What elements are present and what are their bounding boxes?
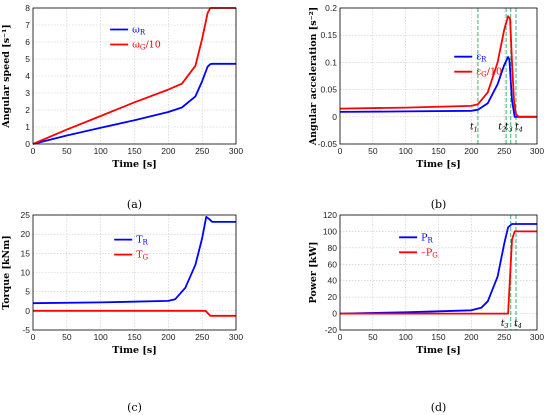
y-tick-label: 0.15 — [320, 30, 337, 40]
y-tick-label: 8 — [25, 3, 30, 13]
y-tick-label: 6 — [25, 37, 30, 47]
legend-entry: –PG — [421, 247, 438, 259]
series-line-r — [339, 223, 537, 315]
x-tick-label: 50 — [62, 332, 72, 342]
y-tick-label: 5 — [25, 54, 30, 64]
y-tick-label: 0 — [25, 139, 30, 149]
y-tick-label: 3 — [25, 88, 30, 98]
x-tick-label: 300 — [530, 332, 544, 342]
series-line-r — [32, 216, 236, 305]
event-label: t2 — [498, 123, 506, 134]
plot-frame — [32, 214, 237, 331]
y-axis-label: Power [kW] — [308, 241, 319, 303]
y-tick-label: 20 — [21, 229, 31, 239]
panel-label: (b) — [431, 198, 447, 211]
x-tick-label: 200 — [464, 146, 478, 156]
event-label: t4 — [515, 123, 523, 134]
x-tick-label: 50 — [368, 146, 378, 156]
x-tick-label: 100 — [94, 146, 108, 156]
y-axis-label: Angular speed [s⁻¹] — [1, 24, 12, 128]
x-tick-label: 250 — [497, 146, 511, 156]
y-tick-label: 4 — [25, 71, 30, 81]
y-tick-label: -20 — [325, 325, 338, 335]
y-tick-label: 10 — [21, 268, 31, 278]
x-tick-label: 250 — [195, 146, 209, 156]
x-tick-label: 0 — [338, 332, 343, 342]
x-tick-label: 300 — [530, 146, 544, 156]
x-tick-label: 200 — [161, 146, 175, 156]
y-tick-label: 1 — [25, 122, 30, 132]
x-tick-label: 0 — [338, 146, 343, 156]
x-tick-label: 100 — [94, 332, 108, 342]
panel-label: (c) — [127, 401, 142, 414]
x-tick-label: 50 — [368, 332, 378, 342]
y-tick-label: 60 — [328, 259, 338, 269]
event-label: t1 — [470, 123, 478, 134]
legend-entry: εG/10 — [476, 67, 502, 79]
y-axis-label: Torque [kNm] — [1, 235, 12, 310]
x-tick-label: 300 — [229, 146, 243, 156]
y-tick-label: 25 — [21, 210, 31, 220]
x-tick-label: 0 — [31, 146, 36, 156]
y-tick-label: 15 — [21, 248, 31, 258]
series-line-g — [340, 230, 537, 315]
series-line-g — [339, 15, 537, 118]
x-axis-label: Time [s] — [416, 345, 460, 356]
event-label: t3 — [501, 319, 509, 330]
y-tick-label: 0.2 — [325, 3, 337, 13]
x-tick-label: 250 — [497, 332, 511, 342]
y-tick-label: -5 — [22, 325, 30, 335]
plot-frame — [339, 7, 538, 145]
x-tick-label: 200 — [464, 332, 478, 342]
y-tick-label: 20 — [328, 292, 338, 302]
y-tick-label: 0 — [332, 309, 337, 319]
panel-label: (d) — [431, 401, 447, 414]
x-tick-label: 0 — [31, 332, 36, 342]
y-tick-label: 0.05 — [320, 85, 337, 95]
y-tick-label: 0 — [25, 306, 30, 316]
y-tick-label: 2 — [25, 105, 30, 115]
x-tick-label: 250 — [195, 332, 209, 342]
legend-entry: ωG/10 — [132, 39, 161, 51]
y-tick-label: 0 — [332, 112, 337, 122]
x-tick-label: 150 — [431, 332, 445, 342]
y-tick-label: -0.05 — [318, 139, 338, 149]
x-tick-label: 100 — [399, 332, 413, 342]
x-tick-label: 150 — [127, 332, 141, 342]
x-tick-label: 100 — [399, 146, 413, 156]
legend-entry: εR — [476, 52, 487, 64]
x-axis-label: Time [s] — [416, 159, 460, 170]
x-tick-label: 150 — [431, 146, 445, 156]
y-tick-label: 120 — [323, 210, 337, 220]
x-tick-label: 50 — [62, 146, 72, 156]
y-tick-label: 7 — [25, 20, 30, 30]
x-tick-label: 150 — [127, 146, 141, 156]
x-axis-label: Time [s] — [112, 159, 156, 170]
plot-frame — [339, 214, 538, 331]
event-label: t4 — [514, 319, 522, 330]
event-label: t3 — [505, 123, 513, 134]
series-line-r — [32, 62, 236, 145]
x-axis-label: Time [s] — [112, 345, 156, 356]
plot-frame — [32, 7, 237, 145]
y-axis-label: Angular acceleration [s⁻²] — [308, 7, 319, 147]
x-tick-label: 200 — [161, 332, 175, 342]
chart-panel-2: 0 50 100 150 200 250 300-0.0500.050.10.150.2t1… — [308, 3, 544, 211]
x-tick-label: 300 — [229, 332, 243, 342]
y-tick-label: 5 — [25, 287, 30, 297]
panel-label: (a) — [127, 198, 142, 211]
y-tick-label: 0.1 — [325, 57, 337, 67]
series-line-g — [33, 309, 236, 317]
y-tick-label: 100 — [323, 226, 337, 236]
y-tick-label: 80 — [328, 243, 338, 253]
series-line-r — [339, 56, 537, 118]
y-tick-label: 40 — [328, 276, 338, 286]
